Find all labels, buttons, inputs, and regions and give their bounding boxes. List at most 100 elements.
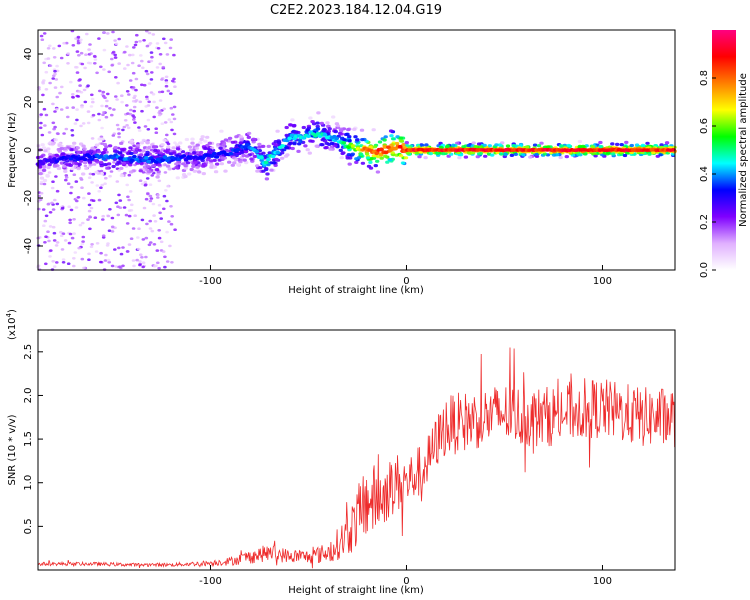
spectrogram-cell: [249, 157, 254, 161]
spectrogram-cell: [283, 154, 289, 158]
spectrogram-cell: [128, 112, 133, 116]
spectrogram-cell: [52, 56, 57, 59]
spectrogram-cell: [238, 135, 244, 139]
spectrogram-cell: [114, 76, 118, 79]
spectrogram-cell: [74, 206, 79, 209]
spectrogram-cell: [99, 251, 103, 255]
spectrogram-cell: [157, 90, 162, 94]
snr-line-series: [37, 347, 675, 569]
spectrogram-cell: [73, 122, 78, 125]
spectrogram-cell: [106, 242, 110, 245]
spectrogram-cell: [338, 127, 344, 131]
spectrogram-cell: [611, 152, 616, 156]
spectrogram-ridge-cell: [275, 150, 281, 155]
spectrogram-cell: [141, 238, 146, 241]
spectrogram-cell: [364, 152, 370, 156]
spectrogram-cell: [328, 147, 333, 151]
spectrogram-cell: [99, 164, 104, 168]
spectrogram-cell: [63, 239, 68, 242]
spectrogram-cell: [53, 138, 58, 142]
spectrogram-cell: [91, 199, 96, 202]
spectrogram-cell: [66, 182, 71, 185]
spectrogram-cell: [137, 129, 142, 132]
colorbar-tick-label: 0.0: [699, 262, 710, 278]
spectrogram-cell: [181, 173, 187, 177]
snr-y-tick-label: 2.5: [23, 344, 34, 360]
spectrogram-ridge-cell: [266, 157, 271, 162]
spectrogram-cell: [398, 136, 404, 140]
spectrogram-cell: [117, 169, 121, 172]
spectrogram-ridge-cell: [270, 154, 276, 159]
spectrogram-cell: [341, 151, 346, 155]
spectrogram-cell: [415, 151, 420, 155]
spectrogram-cell: [77, 54, 81, 57]
spectrogram-cell: [52, 239, 57, 242]
spectrogram-cell: [383, 154, 388, 158]
spectrogram-cell: [151, 92, 156, 96]
spectrogram-cell: [145, 164, 151, 169]
spectrogram-cell: [110, 230, 115, 233]
spectrogram-cell: [66, 52, 70, 55]
spectrogram-cell: [138, 263, 142, 267]
spectrogram-cell: [148, 219, 152, 223]
spectrogram-cell: [55, 154, 60, 158]
spectrogram-cell: [169, 38, 173, 41]
spectrogram-cell: [74, 65, 78, 69]
spectrogram-cell: [116, 205, 120, 208]
spectrogram-cell: [119, 252, 124, 256]
spectrogram-cell: [417, 155, 422, 159]
spectrogram-ridge-cell: [209, 154, 215, 158]
spectrogram-cell: [159, 217, 163, 220]
spectrogram-cell: [132, 116, 136, 119]
spectrogram-cell: [96, 150, 102, 154]
spectrogram-cell: [39, 182, 44, 186]
spectrogram-cell: [37, 168, 43, 172]
spectrogram-cell: [104, 253, 108, 257]
spectrogram-cell: [487, 144, 492, 148]
spectrogram-cell: [534, 152, 539, 156]
spectrogram-cell: [292, 142, 297, 146]
spectrogram-cell: [81, 221, 85, 225]
spectrogram-cell: [88, 172, 93, 176]
spectrogram-cell: [133, 43, 138, 47]
spectrogram-cell: [423, 156, 428, 160]
spectrogram-cell: [141, 265, 145, 269]
spectrogram-cell: [145, 177, 150, 180]
spectrogram-cell: [476, 142, 482, 146]
spectrogram-cell: [141, 171, 146, 174]
spectrogram-cell: [610, 142, 615, 146]
spectrogram-cell: [55, 261, 59, 264]
spectrogram-cell: [142, 83, 147, 87]
spectrogram-cell: [65, 106, 69, 109]
spectrogram-ridge-cell: [214, 155, 220, 159]
spectrogram-cell: [509, 153, 515, 157]
spectrogram-cell: [61, 164, 67, 168]
spectrogram-cell: [138, 153, 144, 157]
spectrogram-cell: [84, 53, 88, 56]
spectrogram-cell: [424, 143, 429, 147]
spectrogram-cell: [47, 171, 52, 174]
spectrogram-cell: [214, 162, 220, 166]
spectrogram-cell: [155, 249, 160, 252]
spectrogram-cell: [428, 152, 433, 156]
spectrogram-cell: [147, 145, 152, 149]
spectrogram-cell: [172, 151, 177, 155]
spectrogram-cell: [405, 151, 410, 155]
spectrogram-cell: [133, 121, 137, 124]
spectrogram-cell: [333, 130, 338, 134]
spectrogram-cell: [134, 99, 139, 102]
spectrogram-cell: [199, 137, 204, 141]
spectrogram-cell: [113, 53, 117, 57]
spectrogram-cell: [123, 50, 127, 54]
spectrogram-ridge-cell: [346, 145, 351, 149]
spectrogram-cell: [69, 185, 74, 189]
spectrogram-cell: [166, 184, 170, 188]
spectrogram-cell: [82, 266, 86, 270]
spectrogram-cell: [368, 145, 373, 149]
spectrogram-cell: [47, 163, 52, 167]
spectrogram-cell: [169, 205, 173, 208]
spectrogram-cell: [161, 65, 166, 69]
spectrogram-cell: [223, 138, 229, 142]
spectrogram-cell: [352, 127, 357, 131]
spectrogram-cell: [83, 100, 88, 104]
